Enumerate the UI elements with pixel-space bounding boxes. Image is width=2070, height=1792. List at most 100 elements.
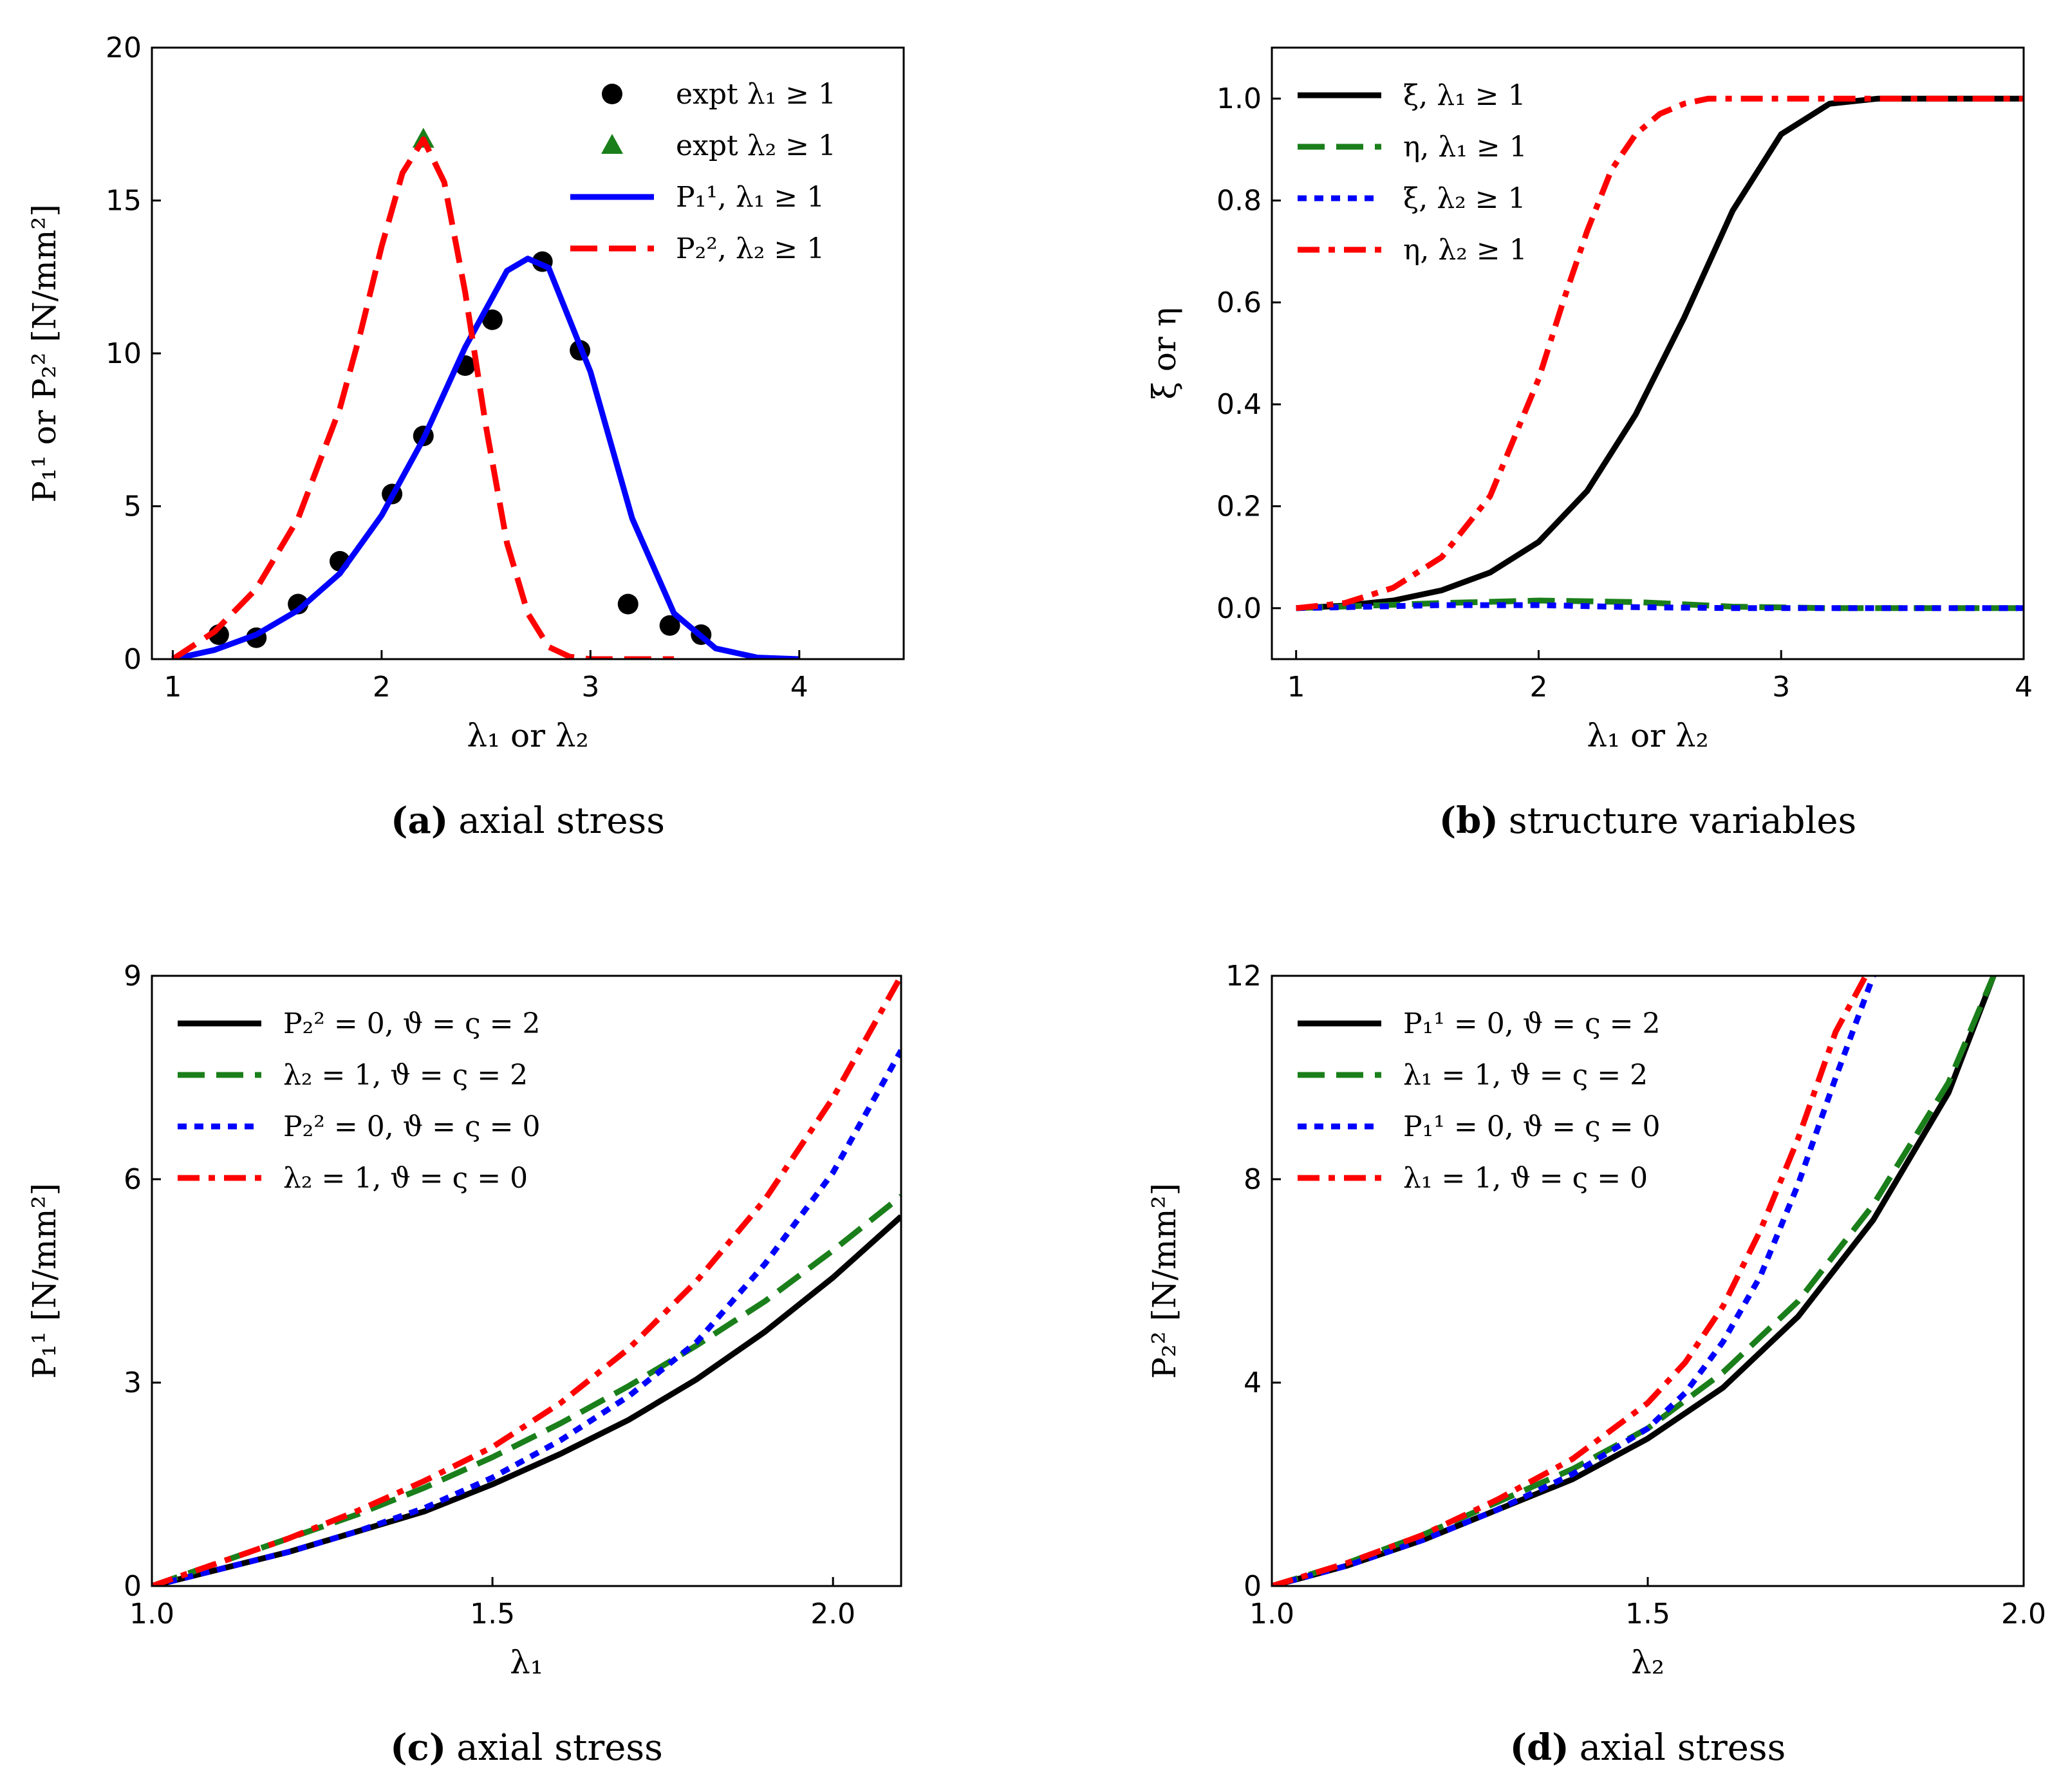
x-axis-label: λ₂ xyxy=(1631,1644,1664,1681)
legend-label: P₂² = 0, ϑ = ς = 2 xyxy=(283,1007,540,1040)
legend-label: ξ, λ₂ ≥ 1 xyxy=(1403,182,1526,215)
legend-label: P₁¹, λ₁ ≥ 1 xyxy=(676,181,825,214)
legend-label: expt λ₂ ≥ 1 xyxy=(676,129,836,162)
x-tick-label: 1.5 xyxy=(470,1598,515,1630)
y-tick-label: 3 xyxy=(124,1367,142,1399)
y-tick-label: 4 xyxy=(1244,1367,1262,1399)
panel-caption: (a) axial stress xyxy=(391,799,665,842)
x-axis-label: λ₁ or λ₂ xyxy=(1587,717,1708,754)
x-tick-label: 1 xyxy=(1287,671,1305,704)
y-tick-label: 20 xyxy=(106,32,142,64)
data-point-a-0-10 xyxy=(617,593,639,615)
plot-area xyxy=(152,976,901,1586)
caption-tag: (a) xyxy=(391,799,448,842)
panel-caption: (b) structure variables xyxy=(1439,799,1857,842)
panel-caption: (c) axial stress xyxy=(390,1726,663,1769)
caption-text: axial stress xyxy=(456,1727,663,1769)
x-tick-label: 1.0 xyxy=(129,1598,174,1630)
data-point-a-0-7 xyxy=(481,309,503,330)
legend: P₁¹ = 0, ϑ = ς = 2 λ₁ = 1, ϑ = ς = 2 P₁¹ =… xyxy=(1298,1007,1660,1195)
legend-label: λ₂ = 1, ϑ = ς = 2 xyxy=(283,1059,528,1092)
y-axis-label: ξ or η xyxy=(1146,307,1183,399)
series-line-c-1 xyxy=(152,1193,901,1586)
y-tick-label: 0 xyxy=(124,1570,142,1603)
plot-area xyxy=(171,127,799,659)
x-tick-label: 3 xyxy=(581,671,599,704)
axes-frame xyxy=(1271,46,2025,660)
series-line-c-3 xyxy=(152,976,901,1586)
legend-marker xyxy=(602,84,622,104)
y-tick-label: 0.2 xyxy=(1217,490,1262,523)
x-axis-label: λ₁ xyxy=(510,1644,543,1681)
x-tick-label: 1.5 xyxy=(1625,1598,1670,1630)
legend: expt λ₁ ≥ 1 expt λ₂ ≥ 1 P₁¹, λ₁ ≥ 1 P₂², λ₂… xyxy=(570,78,836,265)
legend-label: expt λ₁ ≥ 1 xyxy=(676,78,836,111)
legend-label: P₂², λ₂ ≥ 1 xyxy=(676,232,825,265)
caption-tag: (d) xyxy=(1510,1726,1569,1769)
panel-b: 1 2 3 4 0.0 0.2 0.4 0.6 0.8 1.0 λ₁ or λ₂ ξ or η ξ, λ… xyxy=(1146,46,2033,842)
x-tick-label: 2.0 xyxy=(2001,1598,2046,1630)
panel-d: 1.0 1.5 2.0 0 4 8 12 λ₂ P₂² [N/mm²] P₁¹ = 0, ϑ = … xyxy=(1146,960,2046,1769)
x-tick-label: 2 xyxy=(373,671,391,704)
y-tick-label: 0 xyxy=(1244,1570,1262,1603)
y-tick-label: 1.0 xyxy=(1217,82,1262,115)
y-tick-label: 0 xyxy=(124,643,142,676)
legend-label: λ₁ = 1, ϑ = ς = 0 xyxy=(1403,1162,1648,1195)
y-tick-label: 12 xyxy=(1226,960,1262,993)
series-line-c-0 xyxy=(152,1214,901,1586)
y-tick-label: 5 xyxy=(124,490,142,523)
series-line-b-0 xyxy=(1296,95,2024,611)
data-point-a-0-11 xyxy=(659,615,680,636)
series-line-a-2 xyxy=(172,256,799,659)
y-tick-label: 6 xyxy=(124,1163,142,1196)
legend: ξ, λ₁ ≥ 1 η, λ₁ ≥ 1 ξ, λ₂ ≥ 1 η, λ₂ ≥ 1 xyxy=(1298,79,1527,266)
caption-tag: (c) xyxy=(390,1726,446,1769)
series-line-d-3 xyxy=(1272,976,1869,1586)
legend-marker xyxy=(601,134,623,154)
caption-text: axial stress xyxy=(1580,1727,1786,1769)
panel-caption: (d) axial stress xyxy=(1510,1726,1786,1769)
series-line-b-3 xyxy=(1296,95,2024,611)
series-line-d-2 xyxy=(1272,976,1876,1586)
y-tick-label: 9 xyxy=(124,960,142,993)
y-tick-label: 15 xyxy=(106,185,142,218)
legend-label: P₁¹ = 0, ϑ = ς = 0 xyxy=(1403,1110,1660,1143)
y-tick-label: 0.0 xyxy=(1217,592,1262,625)
legend-label: η, λ₁ ≥ 1 xyxy=(1403,131,1527,163)
y-axis-label: P₁¹ [N/mm²] xyxy=(26,1183,63,1379)
plot-area xyxy=(1296,95,2024,611)
legend-label: ξ, λ₁ ≥ 1 xyxy=(1403,79,1526,112)
panel-c: 1.0 1.5 2.0 0 3 6 9 λ₁ P₁¹ [N/mm²] P₂² = 0, ϑ = ς… xyxy=(26,960,902,1769)
y-axis-label: P₁¹ or P₂² [N/mm²] xyxy=(26,204,63,503)
legend-label: P₂² = 0, ϑ = ς = 0 xyxy=(283,1110,540,1143)
y-tick-label: 0.6 xyxy=(1217,286,1262,319)
x-tick-label: 1 xyxy=(163,671,182,704)
y-tick-label: 8 xyxy=(1244,1163,1262,1196)
y-tick-label: 0.8 xyxy=(1217,185,1262,218)
y-tick-label: 0.4 xyxy=(1217,388,1262,421)
x-tick-label: 2 xyxy=(1529,671,1547,704)
caption-text: axial stress xyxy=(458,800,665,842)
series-line-a-3 xyxy=(171,136,675,659)
series-line-b-2 xyxy=(1296,602,2024,611)
series-line-d-0 xyxy=(1272,976,1997,1586)
legend: P₂² = 0, ϑ = ς = 2 λ₂ = 1, ϑ = ς = 2 P₂² =… xyxy=(178,1007,540,1195)
x-tick-label: 3 xyxy=(1772,671,1790,704)
legend-label: P₁¹ = 0, ϑ = ς = 2 xyxy=(1403,1007,1660,1040)
legend-label: η, λ₂ ≥ 1 xyxy=(1403,234,1527,266)
series-line-c-2 xyxy=(152,1049,901,1586)
legend-label: λ₁ = 1, ϑ = ς = 2 xyxy=(1403,1059,1648,1092)
x-tick-label: 4 xyxy=(790,671,808,704)
plot-area xyxy=(1272,976,1997,1586)
axes-frame xyxy=(151,975,902,1587)
y-axis-label: P₂² [N/mm²] xyxy=(1146,1183,1183,1379)
panel-a: 1 2 3 4 0 5 10 15 20 λ₁ or λ₂ P₁¹ or P₂² [N/mm²] ex… xyxy=(26,32,905,842)
legend-label: λ₂ = 1, ϑ = ς = 0 xyxy=(283,1162,528,1195)
x-tick-label: 1.0 xyxy=(1249,1598,1294,1630)
caption-tag: (b) xyxy=(1439,799,1498,842)
x-axis-label: λ₁ or λ₂ xyxy=(467,717,588,754)
y-tick-label: 10 xyxy=(106,337,142,370)
caption-text: structure variables xyxy=(1509,800,1856,842)
x-tick-label: 2.0 xyxy=(810,1598,855,1630)
